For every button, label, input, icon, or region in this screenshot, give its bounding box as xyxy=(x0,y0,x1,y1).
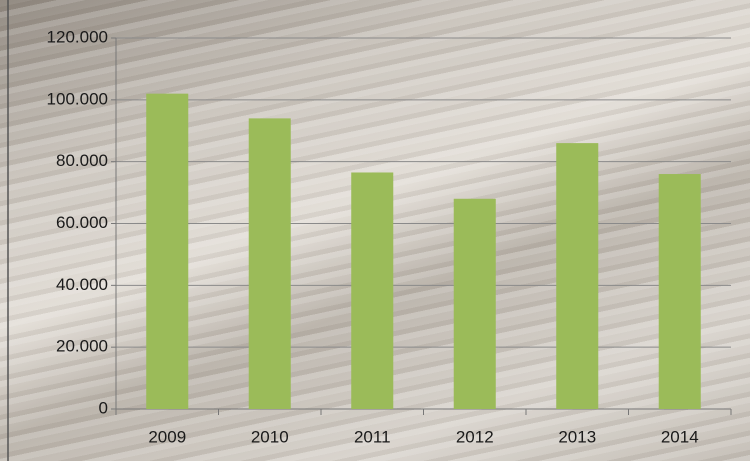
y-tick-label: 0 xyxy=(99,398,108,417)
bar xyxy=(659,174,701,409)
y-tick-label: 40.000 xyxy=(56,275,108,294)
x-tick-label: 2014 xyxy=(661,427,699,446)
x-tick-label: 2013 xyxy=(558,427,596,446)
y-tick-label: 60.000 xyxy=(56,213,108,232)
x-tick-label: 2009 xyxy=(148,427,186,446)
bar xyxy=(454,199,496,409)
bar xyxy=(351,172,393,409)
chart: 0 20.000 40.000 60.000 80.000 100.000 120.000 2… xyxy=(0,0,750,461)
x-tick-label: 2012 xyxy=(456,427,494,446)
y-tick-label: 20.000 xyxy=(56,337,108,356)
bar xyxy=(556,143,598,409)
bar xyxy=(146,94,188,409)
x-tick-label: 2011 xyxy=(354,427,391,446)
y-tick-label: 120.000 xyxy=(47,27,108,46)
x-tick-label: 2010 xyxy=(251,427,289,446)
bar xyxy=(249,118,291,409)
y-tick-label: 100.000 xyxy=(47,89,108,108)
y-tick-label: 80.000 xyxy=(56,151,108,170)
